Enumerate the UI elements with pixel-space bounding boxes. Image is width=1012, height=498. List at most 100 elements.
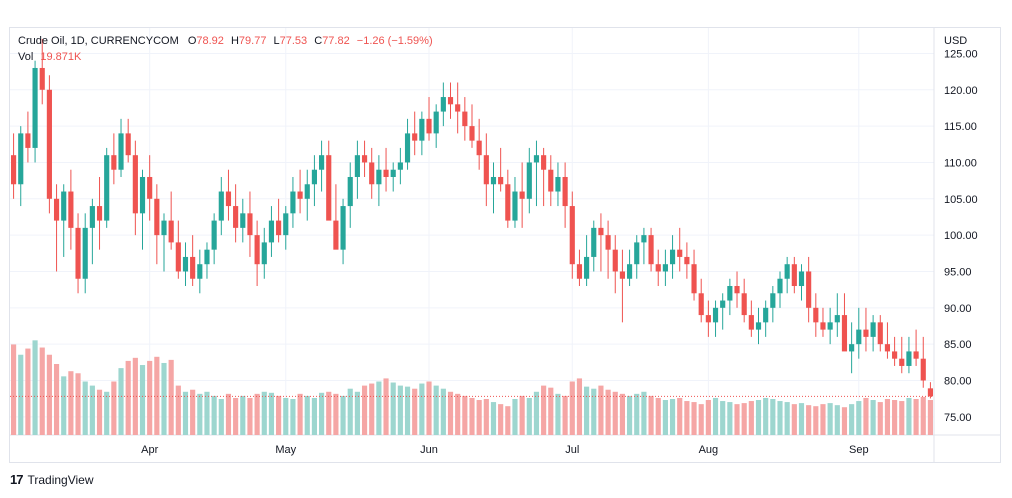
- candle-body: [505, 184, 511, 221]
- volume-bar: [734, 404, 740, 435]
- volume-bar: [841, 407, 848, 435]
- x-tick-label: Jun: [420, 444, 438, 456]
- legend-open-label: O: [187, 35, 197, 47]
- volume-bar: [505, 406, 511, 435]
- y-tick-label: 75.00: [944, 412, 972, 424]
- volume-bar: [655, 397, 661, 435]
- volume-bar: [168, 359, 174, 435]
- candle-body: [770, 293, 776, 308]
- tradingview-logo-icon: 17: [10, 472, 24, 487]
- candle-body: [884, 344, 891, 352]
- volume-bar: [827, 403, 833, 435]
- candle-body: [641, 235, 647, 243]
- candle-body: [68, 191, 74, 228]
- volume-bar: [720, 401, 726, 435]
- volume-bar: [548, 387, 554, 435]
- volume-bar: [455, 393, 461, 435]
- volume-bar: [190, 389, 196, 435]
- candle-body: [161, 220, 167, 236]
- candle-body: [240, 213, 246, 228]
- candle-body: [669, 249, 676, 265]
- candle-body: [920, 358, 926, 381]
- candle-body: [233, 206, 239, 228]
- candle-body: [261, 242, 267, 265]
- x-tick-label: Aug: [699, 444, 719, 456]
- candle-body: [254, 235, 260, 265]
- tradingview-logo-text: TradingView: [27, 472, 94, 487]
- volume-bar: [426, 381, 432, 435]
- volume-bar: [555, 393, 561, 435]
- x-tick-label: Jul: [565, 444, 579, 456]
- volume-bar: [777, 401, 783, 435]
- legend-close-label: C: [314, 35, 323, 47]
- candle-body: [655, 264, 661, 272]
- legend-vol-value: 19.871K: [40, 51, 82, 63]
- candle-body: [877, 322, 883, 345]
- candle-body: [369, 162, 375, 185]
- volume-bar: [89, 385, 95, 435]
- volume-bar: [233, 397, 239, 435]
- candle-body: [612, 249, 618, 272]
- candle-body: [727, 286, 733, 301]
- legend-symbol: Crude Oil, 1D, CURRENCYCOM: [18, 35, 179, 47]
- candle-body: [490, 176, 497, 185]
- candle-body: [419, 118, 425, 141]
- candle-body: [798, 271, 805, 287]
- volume-bar: [741, 403, 747, 435]
- candle-body: [276, 220, 282, 236]
- candle-body: [519, 191, 525, 199]
- volume-bar: [46, 354, 52, 435]
- candle-body: [39, 67, 45, 90]
- volume-bar: [82, 381, 88, 435]
- candle-body: [605, 235, 611, 250]
- volume-bar: [182, 391, 189, 435]
- volume-bar: [32, 340, 38, 435]
- chart-frame[interactable]: [9, 27, 1001, 463]
- candle-body: [440, 97, 446, 112]
- candle-body: [354, 155, 360, 177]
- candle-body: [684, 256, 690, 265]
- candle-body: [856, 329, 862, 345]
- candle-body: [190, 256, 196, 279]
- candle-body: [283, 213, 289, 236]
- candle-body: [218, 191, 224, 221]
- candle-body: [806, 271, 812, 308]
- volume-bar: [698, 404, 704, 435]
- volume-bar: [354, 391, 360, 435]
- candle-body: [576, 264, 583, 279]
- candle-body: [383, 169, 389, 177]
- candle-body: [111, 155, 117, 170]
- volume-bar: [755, 400, 762, 435]
- volume-bar: [225, 393, 232, 435]
- legend-ohlc: Crude Oil, 1D, CURRENCYCOM O78.92 H79.77…: [18, 35, 433, 47]
- volume-bar: [297, 393, 303, 435]
- volume-bar: [705, 400, 711, 435]
- candle-body: [61, 191, 67, 221]
- candle-body: [662, 264, 668, 272]
- candle-body: [147, 176, 153, 199]
- volume-bar: [118, 368, 124, 435]
- candle-body: [455, 104, 461, 112]
- volume-bar: [139, 365, 146, 435]
- volume-bar: [369, 383, 375, 435]
- volume-bar: [397, 385, 403, 435]
- candle-body: [32, 67, 38, 148]
- y-tick-label: 90.00: [944, 303, 972, 315]
- volume-bar: [104, 391, 110, 435]
- tradingview-logo[interactable]: 17 TradingView: [10, 472, 94, 487]
- volume-bar: [347, 388, 353, 435]
- volume-bar: [390, 382, 396, 435]
- volume-bar: [483, 398, 489, 435]
- volume-bar: [619, 393, 625, 435]
- candle-body: [426, 118, 432, 134]
- volume-bar: [677, 397, 683, 435]
- candle-body: [18, 133, 24, 185]
- candle-body: [404, 133, 411, 163]
- candle-body: [634, 242, 640, 265]
- volume-bar: [856, 401, 862, 435]
- y-tick-label: 80.00: [944, 375, 972, 387]
- candle-body: [175, 242, 181, 272]
- x-tick-label: May: [275, 444, 296, 456]
- volume-bar: [884, 398, 891, 435]
